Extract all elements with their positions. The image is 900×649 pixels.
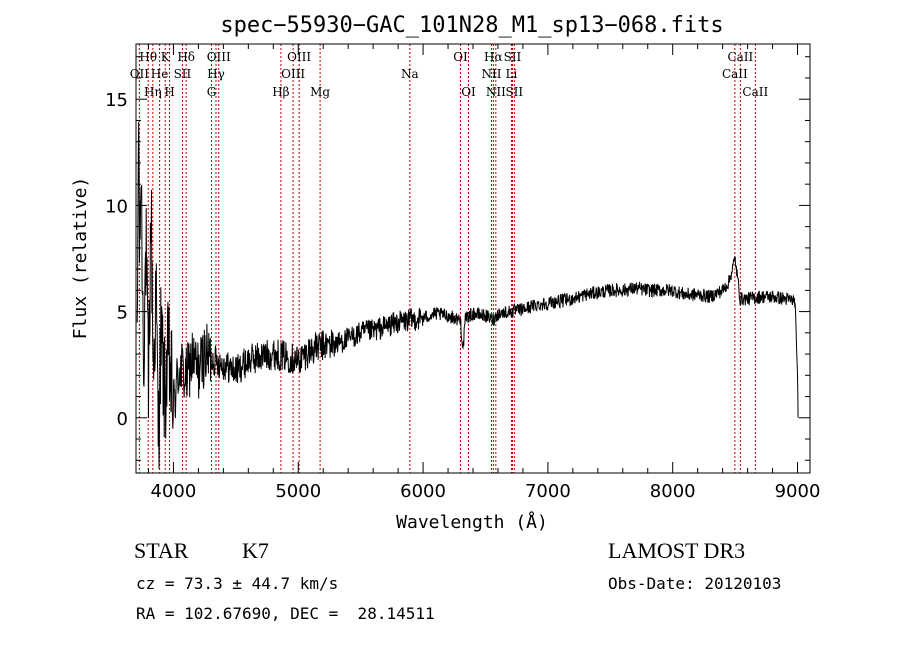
observation-date: Obs-Date: 20120103 [608,574,782,593]
x-tick-label: 6000 [400,481,446,502]
flux-spectrum-line [136,121,799,469]
x-axis-label: Wavelength (Å) [396,511,548,533]
spectral-subclass: K7 [242,538,269,563]
y-axis-label: Flux (relative) [70,177,91,340]
y-tick-label: 5 [117,303,128,324]
line-label: OIII [281,67,305,81]
line-label: SII [505,85,523,99]
line-label: SII [504,50,522,64]
x-tick-label: 4000 [151,481,197,502]
line-label: Hη [144,85,162,99]
redshift-velocity: cz = 73.3 ± 44.7 km/s [136,574,339,593]
object-type: STAR [134,538,189,563]
line-label: G [207,85,217,99]
line-label: NII [486,85,506,99]
line-label: H [164,85,174,99]
line-label: Hθ [139,50,157,64]
line-label: Hγ [207,67,225,81]
x-tick-label: 8000 [650,481,696,502]
line-label: Li [506,67,518,81]
x-tick-label: 5000 [275,481,321,502]
line-label: Mg [310,85,330,99]
coordinates: RA = 102.67690, DEC = 28.14511 [136,604,435,623]
spectral-line-labels: OIIHθHηHeKHSIIHδGHγOIIIHβOIIIOIIIMgNaOIO… [130,50,769,99]
line-label: He [151,67,169,81]
line-label: SII [174,67,192,81]
line-label: NII [481,67,501,81]
line-label: CaII [727,50,753,64]
y-tick-label: 0 [117,409,128,430]
x-axis: 4000 5000 6000 7000 8000 9000 [147,44,821,502]
x-tick-label: 7000 [525,481,571,502]
line-label: Hδ [177,50,195,64]
line-label: Hβ [272,85,289,99]
spectral-line-markers [138,44,756,473]
y-tick-label: 15 [105,90,128,111]
line-label: CaII [742,85,768,99]
line-label: CaII [722,67,748,81]
chart-title: spec−55930−GAC_101N28_M1_sp13−068.fits [220,13,723,38]
line-label: OIII [207,50,231,64]
line-label: K [161,50,171,64]
line-label: OII [130,67,150,81]
line-label: Hα [484,50,503,64]
survey-name: LAMOST DR3 [608,538,746,563]
y-tick-label: 10 [105,196,128,217]
y-axis: 0 5 10 15 [105,56,810,461]
line-label: OI [453,50,468,64]
x-tick-label: 9000 [775,481,821,502]
line-label: OIII [287,50,311,64]
line-label: OI [461,85,476,99]
plot-frame [135,43,811,474]
line-label: Na [401,67,419,81]
